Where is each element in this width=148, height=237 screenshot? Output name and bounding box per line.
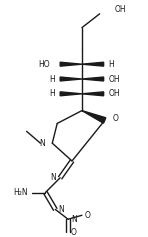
Text: H₂N: H₂N	[13, 188, 28, 197]
Text: HO: HO	[39, 60, 50, 69]
Polygon shape	[82, 62, 104, 66]
Polygon shape	[82, 77, 104, 81]
Text: O: O	[71, 228, 77, 237]
Text: O: O	[112, 114, 118, 123]
Text: OH: OH	[115, 5, 126, 14]
Polygon shape	[82, 111, 106, 123]
Text: O: O	[85, 211, 91, 220]
Text: H: H	[49, 74, 55, 83]
Polygon shape	[82, 92, 104, 96]
Text: N: N	[71, 215, 77, 224]
Text: N: N	[58, 205, 64, 214]
Text: OH: OH	[109, 74, 120, 83]
Polygon shape	[60, 92, 82, 96]
Polygon shape	[60, 77, 82, 81]
Polygon shape	[60, 62, 82, 66]
Text: N: N	[50, 173, 56, 182]
Text: H: H	[49, 89, 55, 98]
Text: H: H	[109, 60, 114, 69]
Text: N: N	[40, 139, 45, 148]
Text: OH: OH	[109, 89, 120, 98]
